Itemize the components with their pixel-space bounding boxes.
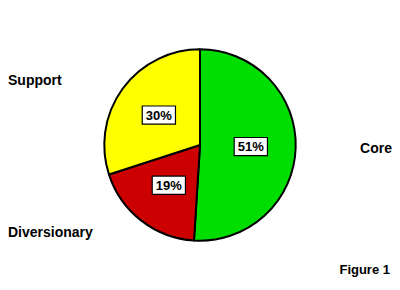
svg-text:19%: 19% <box>156 178 182 193</box>
svg-text:Core: Core <box>360 140 392 156</box>
svg-text:51%: 51% <box>238 139 264 154</box>
svg-text:Figure 1: Figure 1 <box>339 262 390 277</box>
svg-text:30%: 30% <box>146 108 172 123</box>
svg-text:Diversionary: Diversionary <box>8 224 93 240</box>
svg-text:Support: Support <box>8 72 62 88</box>
